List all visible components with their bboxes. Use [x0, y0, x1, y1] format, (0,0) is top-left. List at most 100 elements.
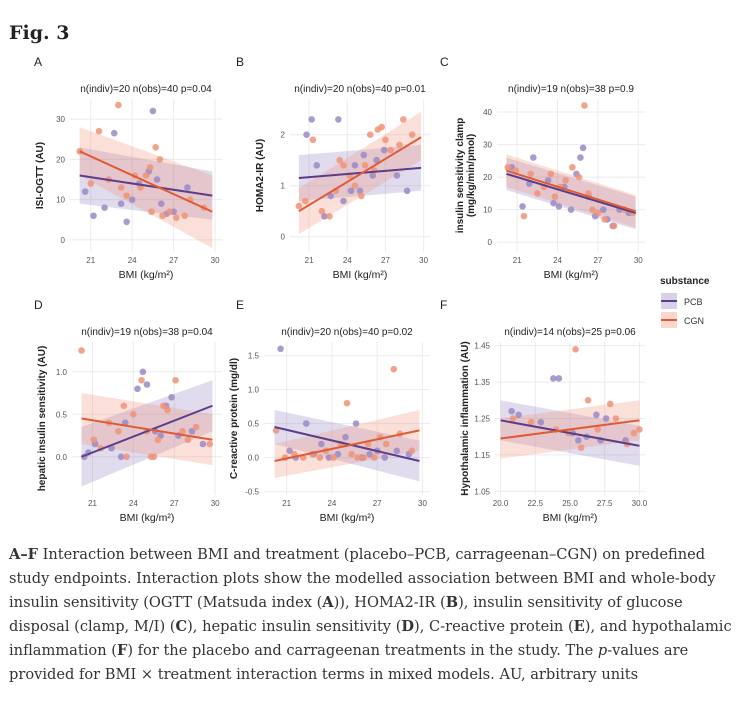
- y-tick-label: 2: [281, 131, 286, 140]
- caption-text: -values are provided for BMI × treatment…: [9, 642, 689, 683]
- data-point-pcb: [313, 162, 321, 169]
- x-tick-label: 24: [327, 499, 336, 508]
- y-tick-label: 20: [56, 155, 65, 164]
- data-point-pcb: [550, 199, 557, 207]
- y-tick-label: 1.0: [248, 386, 260, 395]
- x-tick-label: 30: [418, 499, 427, 508]
- data-point-cgn: [361, 162, 369, 169]
- data-point-cgn: [120, 402, 128, 410]
- data-point-pcb: [340, 197, 347, 205]
- data-point-pcb: [602, 415, 610, 422]
- caption-text: ), and hypothalamic inflammation (: [9, 618, 732, 659]
- data-point-pcb: [577, 154, 584, 161]
- data-point-cgn: [612, 415, 620, 422]
- y-tick-label: 10: [56, 196, 65, 205]
- data-point-cgn: [572, 345, 579, 353]
- fit-line-cgn: [506, 169, 636, 213]
- data-point-pcb: [530, 154, 537, 161]
- data-point-pcb: [599, 206, 607, 213]
- data-point-pcb: [188, 427, 196, 435]
- data-point-cgn: [527, 170, 534, 178]
- data-point-cgn: [159, 212, 166, 220]
- data-point-cgn: [181, 212, 188, 220]
- data-point-cgn: [179, 427, 186, 435]
- fit-line-cgn: [500, 419, 640, 440]
- data-point-pcb: [550, 375, 557, 382]
- data-point-pcb: [143, 381, 151, 388]
- panel-title: n(indiv)=20 n(obs)=40 p=0.02: [281, 327, 413, 338]
- data-point-pcb: [356, 187, 364, 195]
- data-point-cgn: [130, 410, 137, 418]
- y-tick-label: 0: [281, 233, 286, 242]
- panel-f: Fn(indiv)=14 n(obs)=25 p=0.06 1.05 1.15 1.2…: [440, 298, 648, 524]
- data-point-cgn: [390, 365, 398, 373]
- panel-letter: B: [236, 55, 244, 69]
- data-point-pcb: [555, 375, 563, 382]
- y-axis-label: Hypothalamic inflammation (AU): [460, 341, 471, 495]
- y-tick-label: 30: [56, 115, 65, 124]
- data-point-pcb: [369, 172, 377, 179]
- data-point-pcb: [327, 192, 335, 200]
- data-point-cgn: [610, 222, 618, 230]
- panel-title: n(indiv)=19 n(obs)=38 p=0.04: [81, 327, 213, 338]
- panel-c: Cn(indiv)=19 n(obs)=38 p=0.9 0 10 20 30 40 21 2…: [440, 55, 645, 281]
- data-point-pcb: [351, 162, 359, 169]
- y-tick-label: 1.5: [248, 352, 260, 361]
- data-point-pcb: [519, 203, 526, 210]
- data-point-cgn: [90, 436, 98, 444]
- x-axis-label: BMI (kg/m²): [119, 269, 174, 281]
- x-tick-label: 27: [381, 256, 390, 265]
- x-tick-label: 30: [419, 256, 428, 265]
- data-point-pcb: [544, 177, 552, 184]
- data-point-cgn: [152, 144, 159, 151]
- data-point-cgn: [360, 454, 367, 461]
- data-point-pcb: [286, 447, 293, 455]
- data-point-pcb: [123, 218, 130, 226]
- data-point-cgn: [551, 193, 559, 200]
- data-point-pcb: [302, 420, 310, 427]
- fit-line-pcb: [81, 404, 213, 458]
- x-axis-label: BMI (kg/m²): [120, 512, 175, 524]
- y-tick-label: 0.5: [248, 420, 260, 429]
- data-point-pcb: [139, 368, 147, 376]
- y-tick-label: 10: [483, 206, 492, 215]
- x-tick-label: 27: [373, 499, 382, 508]
- x-tick-label: 27: [169, 256, 178, 265]
- fit-line-pcb: [500, 419, 640, 447]
- data-point-pcb: [579, 144, 587, 152]
- y-tick-label: 20: [483, 173, 492, 182]
- figure-caption: A–F Interaction between BMI and treatmen…: [9, 543, 739, 687]
- y-axis-label: insulin sensitivity clamp(mg/kg/min/pmol…: [455, 118, 477, 234]
- data-point-cgn: [387, 146, 394, 154]
- caption-text: )), HOMA2-IR (: [333, 594, 446, 611]
- data-point-cgn: [527, 418, 535, 426]
- y-tick-label: -0.5: [245, 488, 259, 497]
- caption-ref-c: C: [175, 618, 188, 635]
- data-point-cgn: [166, 208, 173, 216]
- fit-line-cgn: [81, 417, 213, 441]
- data-point-cgn: [146, 164, 154, 171]
- data-point-cgn: [336, 156, 343, 164]
- panel-title: n(indiv)=19 n(obs)=38 p=0.9: [508, 84, 634, 95]
- data-point-pcb: [335, 116, 342, 123]
- y-axis-label: ISI-OGTT (AU): [35, 142, 46, 209]
- data-point-cgn: [78, 347, 85, 354]
- data-point-pcb: [128, 196, 136, 203]
- x-tick-label: 24: [129, 499, 138, 508]
- data-point-pcb: [537, 418, 545, 426]
- data-point-cgn: [123, 192, 130, 199]
- data-point-pcb: [352, 420, 360, 427]
- data-point-cgn: [366, 131, 374, 138]
- data-point-cgn: [606, 400, 614, 408]
- data-point-cgn: [115, 427, 122, 435]
- data-point-pcb: [168, 393, 175, 401]
- data-point-cgn: [520, 212, 528, 220]
- data-point-pcb: [508, 407, 515, 415]
- panel-letter: D: [34, 298, 43, 312]
- data-point-pcb: [303, 131, 310, 138]
- data-point-pcb: [381, 454, 389, 461]
- x-tick-label: 30.0: [632, 499, 648, 508]
- data-point-pcb: [308, 116, 315, 123]
- data-point-pcb: [157, 200, 165, 207]
- x-axis-label: BMI (kg/m²): [543, 512, 598, 524]
